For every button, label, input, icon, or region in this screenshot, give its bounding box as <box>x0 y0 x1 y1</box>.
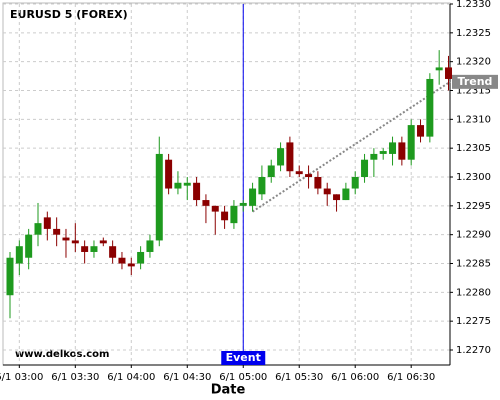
candle-body <box>34 223 42 235</box>
event-label: Event <box>226 351 261 364</box>
trend-label: Trend <box>458 75 493 88</box>
candle-body <box>249 188 257 206</box>
candle-body <box>417 125 425 137</box>
candle-body <box>389 142 397 154</box>
y-tick-label: 1.2270 <box>456 345 491 356</box>
x-tick-label: 6/1 04:30 <box>163 372 211 383</box>
y-tick-label: 1.2325 <box>456 28 491 39</box>
candle-body <box>109 246 117 258</box>
candle-body <box>25 234 33 258</box>
y-tick-label: 1.2285 <box>456 259 491 270</box>
candle-body <box>314 177 322 189</box>
x-tick-label: 6/1 05:30 <box>275 372 323 383</box>
x-tick-label: 6/1 03:00 <box>0 372 43 383</box>
y-tick-label: 1.2275 <box>456 316 491 327</box>
candle-body <box>258 177 266 195</box>
candle-body <box>43 217 51 229</box>
candle-body <box>295 171 303 175</box>
y-tick-label: 1.2280 <box>456 287 491 298</box>
plot-frame <box>2 2 451 366</box>
candle-body <box>165 159 173 189</box>
candle-body <box>445 67 453 79</box>
y-tick-label: 1.2300 <box>456 172 491 183</box>
y-tick-label: 1.2315 <box>456 86 491 97</box>
candle-body <box>230 205 238 224</box>
candle-body <box>221 211 229 221</box>
event-label-bg <box>221 351 266 365</box>
x-tick-label: 6/1 06:00 <box>331 372 379 383</box>
candle-body <box>267 165 275 178</box>
candle-body <box>342 188 350 201</box>
y-tick-label: 1.2290 <box>456 230 491 241</box>
candle-body <box>323 188 331 195</box>
candle-body <box>239 202 247 206</box>
y-tick-label: 1.2310 <box>456 114 491 125</box>
candle-body <box>146 240 154 252</box>
candle-body <box>81 246 89 252</box>
candle-body <box>15 246 23 264</box>
candle-body <box>71 240 79 244</box>
candle-body <box>379 151 387 154</box>
candle-body <box>137 251 145 264</box>
candle-body <box>183 182 191 186</box>
x-tick-label: 6/1 05:00 <box>219 372 267 383</box>
candle-body <box>286 142 294 172</box>
candle-body <box>333 194 341 201</box>
candle-body <box>370 153 378 160</box>
candle-body <box>202 200 210 206</box>
candle-body <box>90 246 98 252</box>
y-tick-label: 1.2295 <box>456 201 491 212</box>
x-axis-label: Date <box>211 383 246 398</box>
candle-body <box>407 125 415 160</box>
candle-body <box>426 78 434 137</box>
x-tick-label: 6/1 03:30 <box>51 372 99 383</box>
candle-body <box>351 177 359 189</box>
candle-body <box>118 257 126 264</box>
candle-body <box>305 174 313 178</box>
x-tick-label: 6/1 04:00 <box>107 372 155 383</box>
y-tick-label: 1.2320 <box>456 57 491 68</box>
y-tick-label: 1.2305 <box>456 143 491 154</box>
candle-body <box>174 182 182 189</box>
x-tick-label: 6/1 06:30 <box>387 372 435 383</box>
chart-title: EURUSD 5 (FOREX) <box>10 8 128 21</box>
candle-body <box>361 159 369 178</box>
watermark: www.delkos.com <box>15 349 109 360</box>
candle-body <box>193 182 201 201</box>
trend-line <box>252 81 451 213</box>
candle-body <box>211 205 219 212</box>
trend-label-bg <box>452 74 498 89</box>
candle-body <box>155 153 163 241</box>
candle-body <box>127 263 135 267</box>
candle-body <box>435 67 443 71</box>
candle-body <box>277 148 285 166</box>
candle-body <box>62 237 70 241</box>
candle-body <box>6 257 14 296</box>
candle-body <box>99 240 107 244</box>
candle-body <box>398 142 406 160</box>
y-tick-label: 1.2330 <box>456 0 491 10</box>
candle-body <box>53 228 61 235</box>
